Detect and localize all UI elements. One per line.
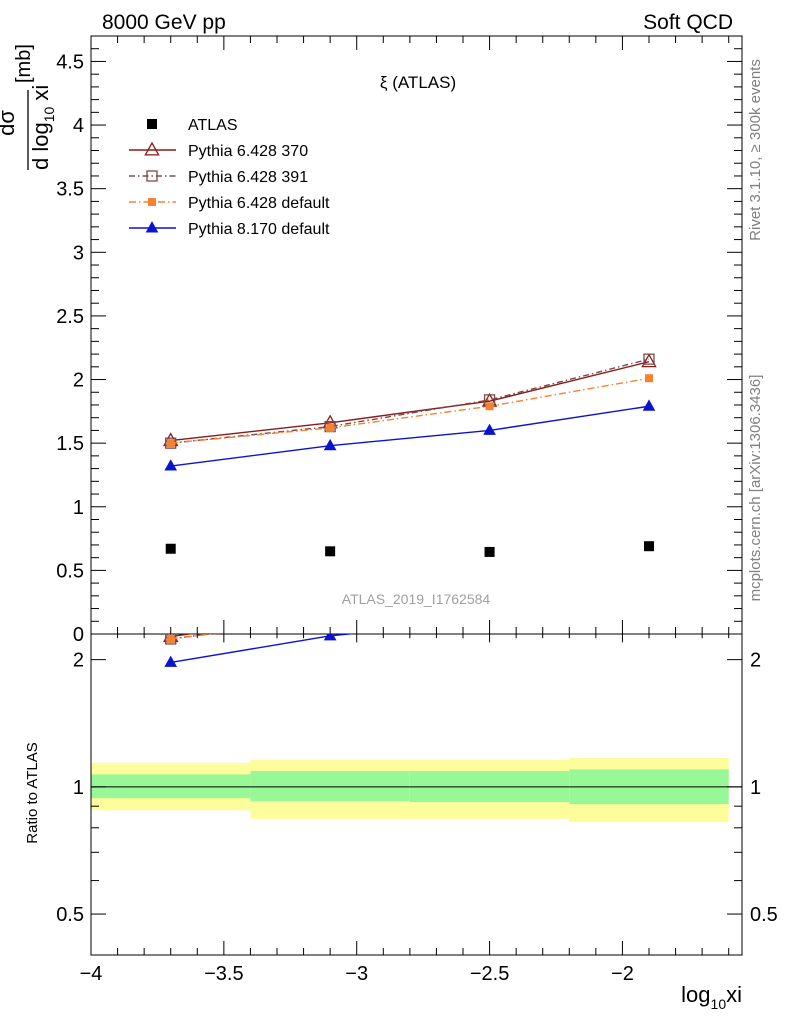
main-y-axis-label: dσ d log10 xi [mb]: [0, 44, 57, 170]
main-series-marker: [485, 402, 494, 411]
main-y-tick-label: 0.5: [56, 560, 84, 582]
y-label-numerator: dσ: [0, 110, 19, 136]
main-y-tick-label: 3: [73, 242, 84, 264]
main-y-tick-label: 0: [73, 624, 84, 646]
header-process-label: Soft QCD: [643, 11, 733, 34]
main-y-tick-label: 3.5: [56, 179, 84, 201]
ratio-uncertainty-bands: [91, 758, 729, 823]
legend-marker-atlas: [147, 119, 157, 129]
main-series-line: [170, 405, 650, 467]
atlas-data-point: [644, 541, 654, 552]
ratio-series-group: [162, 572, 655, 667]
axis-ticks: [90, 35, 742, 955]
atlas-data-point: [484, 546, 495, 557]
legend-label-atlas: ATLAS: [188, 117, 238, 134]
header-energy-label: 8000 GeV pp: [102, 11, 226, 34]
ratio-series-marker: [323, 634, 337, 641]
x-tick-label: −4: [80, 963, 103, 985]
x-label-sub: 10: [711, 996, 727, 1012]
legend-label: Pythia 8.170 default: [188, 221, 330, 238]
main-series-line: [170, 361, 650, 442]
x-label-log: log: [681, 982, 710, 1007]
ratio-y-tick-label-left: 0.5: [56, 904, 84, 926]
ratio-series-marker: [644, 572, 654, 582]
main-series-line: [170, 377, 650, 444]
y-label-unit: [mb]: [13, 44, 35, 83]
legend-label: Pythia 6.428 370: [188, 143, 308, 160]
ratio-band-inner: [91, 774, 251, 799]
x-label-var: xi: [726, 982, 742, 1007]
ratio-panel-frame: [90, 633, 743, 956]
main-y-tick-label: 2.5: [56, 306, 84, 328]
rivet-version-label: Rivet 3.1.10, ≥ 300k events: [747, 59, 764, 241]
ratio-series-marker: [323, 608, 336, 620]
atlas-data-point: [165, 543, 176, 554]
analysis-watermark: ATLAS_2019_I1762584: [342, 591, 491, 607]
ratio-y-axis-label: Ratio to ATLAS: [24, 742, 41, 843]
legend-label: Pythia 6.428 default: [188, 195, 330, 212]
legend-marker: [144, 141, 160, 156]
x-tick-label: −2: [611, 963, 634, 985]
ratio-y-tick-label-left: 1: [73, 777, 84, 799]
main-y-tick-label: 2: [73, 370, 84, 392]
mcplots-reference-label: mcplots.cern.ch [arXiv:1306.3436]: [747, 375, 764, 602]
atlas-data-point: [325, 546, 336, 557]
ratio-series-marker: [645, 587, 653, 595]
plot-title: ξ (ATLAS): [380, 73, 456, 92]
y-label-den-sub: 10: [41, 106, 57, 122]
main-y-tick-label: 4.5: [56, 51, 84, 73]
x-axis-label: log10xi: [681, 982, 742, 1012]
main-series-marker: [323, 438, 337, 451]
ratio-series-marker: [164, 655, 178, 667]
y-label-denominator: d log10 xi: [28, 85, 57, 170]
ratio-series-line: [170, 634, 357, 664]
ratio-y-tick-label-right: 1: [750, 777, 761, 799]
ratio-series-marker: [642, 572, 655, 584]
legend: ATLAS Pythia 6.428 370 Pythia 6.428 391 Pyt…: [129, 117, 330, 238]
main-y-tick-label: 4: [73, 115, 84, 137]
main-series-group: [162, 353, 657, 557]
main-y-tick-label: 1: [73, 497, 84, 519]
ratio-series-marker: [166, 634, 175, 643]
ratio-y-tick-label-right: 0.5: [750, 904, 778, 926]
main-series-marker: [642, 399, 656, 411]
y-label-den-rest: xi: [28, 85, 53, 107]
main-series-marker: [166, 439, 175, 448]
main-series-marker: [164, 459, 178, 471]
legend-label: Pythia 6.428 391: [188, 169, 308, 186]
x-tick-label: −3: [345, 963, 368, 985]
main-series-marker: [326, 423, 335, 432]
axis-tick-labels: −4 −3.5 −3 −2.5 −2 0 0.5 1 1.5 2 2.5 3 3.5 4 4.5 0.5 0.5…: [56, 51, 778, 985]
main-series-marker: [483, 423, 496, 435]
y-label-den-log: d log: [28, 122, 53, 170]
x-tick-label: −2.5: [470, 963, 509, 985]
ratio-y-tick-label-left: 2: [73, 650, 84, 672]
main-series-marker: [645, 374, 653, 383]
legend-marker: [146, 170, 158, 182]
main-y-tick-label: 1.5: [56, 433, 84, 455]
legend-marker: [145, 221, 159, 233]
main-series-line: [170, 358, 650, 444]
ratio-y-tick-label-right: 2: [750, 650, 761, 672]
ratio-series-marker: [326, 615, 334, 623]
ratio-series-marker: [325, 613, 335, 623]
legend-marker: [148, 198, 156, 206]
ratio-series-marker: [644, 606, 654, 615]
ratio-band-inner: [250, 771, 410, 802]
x-tick-label: −3.5: [204, 963, 243, 985]
main-series-marker: [643, 353, 655, 365]
